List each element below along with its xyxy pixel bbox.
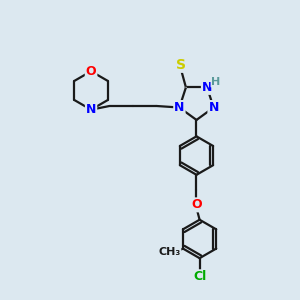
Text: CH₃: CH₃ [158,247,181,257]
Text: O: O [191,198,202,212]
Text: N: N [86,103,96,116]
Text: O: O [86,65,96,78]
Text: H: H [211,77,220,87]
Text: C: C [185,87,186,88]
Text: N: N [202,81,212,94]
Text: S: S [176,58,186,72]
Text: N: N [208,101,219,114]
Text: Cl: Cl [193,270,206,283]
Text: N: N [174,101,184,114]
